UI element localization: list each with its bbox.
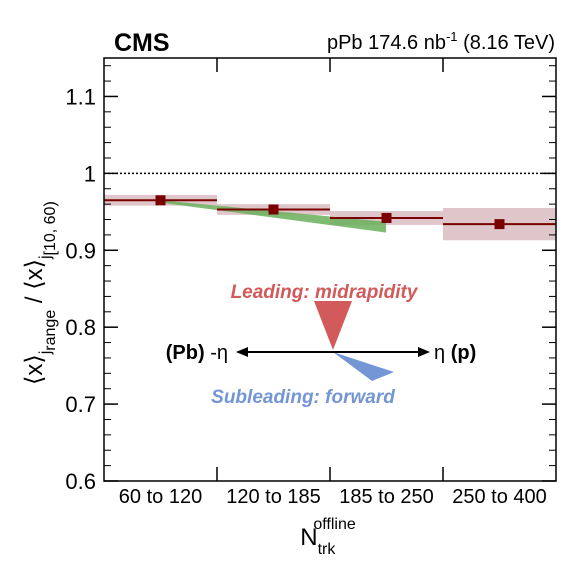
- run-info: pPb 174.6 nb-1 (8.16 TeV): [327, 29, 555, 54]
- x-category-label: 60 to 120: [119, 486, 202, 508]
- axes: [103, 57, 557, 482]
- leading-wedge: [314, 301, 352, 350]
- y-tick-label: 0.9: [65, 238, 96, 263]
- y-tick-label: 0.7: [65, 392, 96, 417]
- x-category-label: 120 to 185: [226, 486, 321, 508]
- leading-label: Leading: midrapidity: [231, 282, 419, 303]
- arrow-head-right: [418, 347, 430, 357]
- subleading-wedge: [333, 352, 394, 381]
- data-point-1: [155, 195, 166, 206]
- data-point-4: [494, 219, 505, 230]
- y-axis-ticks: 0.6 0.7 0.8 0.9 1 1.1: [65, 65, 556, 494]
- y-tick-label: 0.8: [65, 315, 96, 340]
- data-point-2: [268, 204, 279, 215]
- x-category-label: 250 to 400: [452, 486, 547, 508]
- y-tick-label: 0.6: [65, 469, 96, 494]
- experiment-label: CMS: [114, 29, 170, 57]
- data-points-layer: [104, 195, 556, 230]
- data-point-3: [381, 212, 392, 223]
- y-tick-label: 1.1: [65, 84, 96, 109]
- direction-left-label: (Pb) -η: [166, 342, 228, 364]
- model-band: [160, 200, 386, 233]
- plot-frame: [103, 57, 557, 482]
- model-band-layer: [160, 200, 386, 233]
- x-axis-ticks: 60 to 120 120 to 185 185 to 250 250 to 400: [119, 58, 547, 508]
- x-axis-title: Ntrkoffline: [300, 516, 356, 558]
- arrow-head-left: [236, 347, 248, 357]
- y-axis-title: ⟨x⟩jrange / ⟨x⟩j[10, 60): [21, 201, 59, 385]
- subleading-label: Subleading: forward: [211, 387, 395, 408]
- direction-right-label: η (p): [434, 342, 476, 364]
- x-category-label: 185 to 250: [339, 486, 434, 508]
- y-tick-label: 1: [84, 161, 96, 186]
